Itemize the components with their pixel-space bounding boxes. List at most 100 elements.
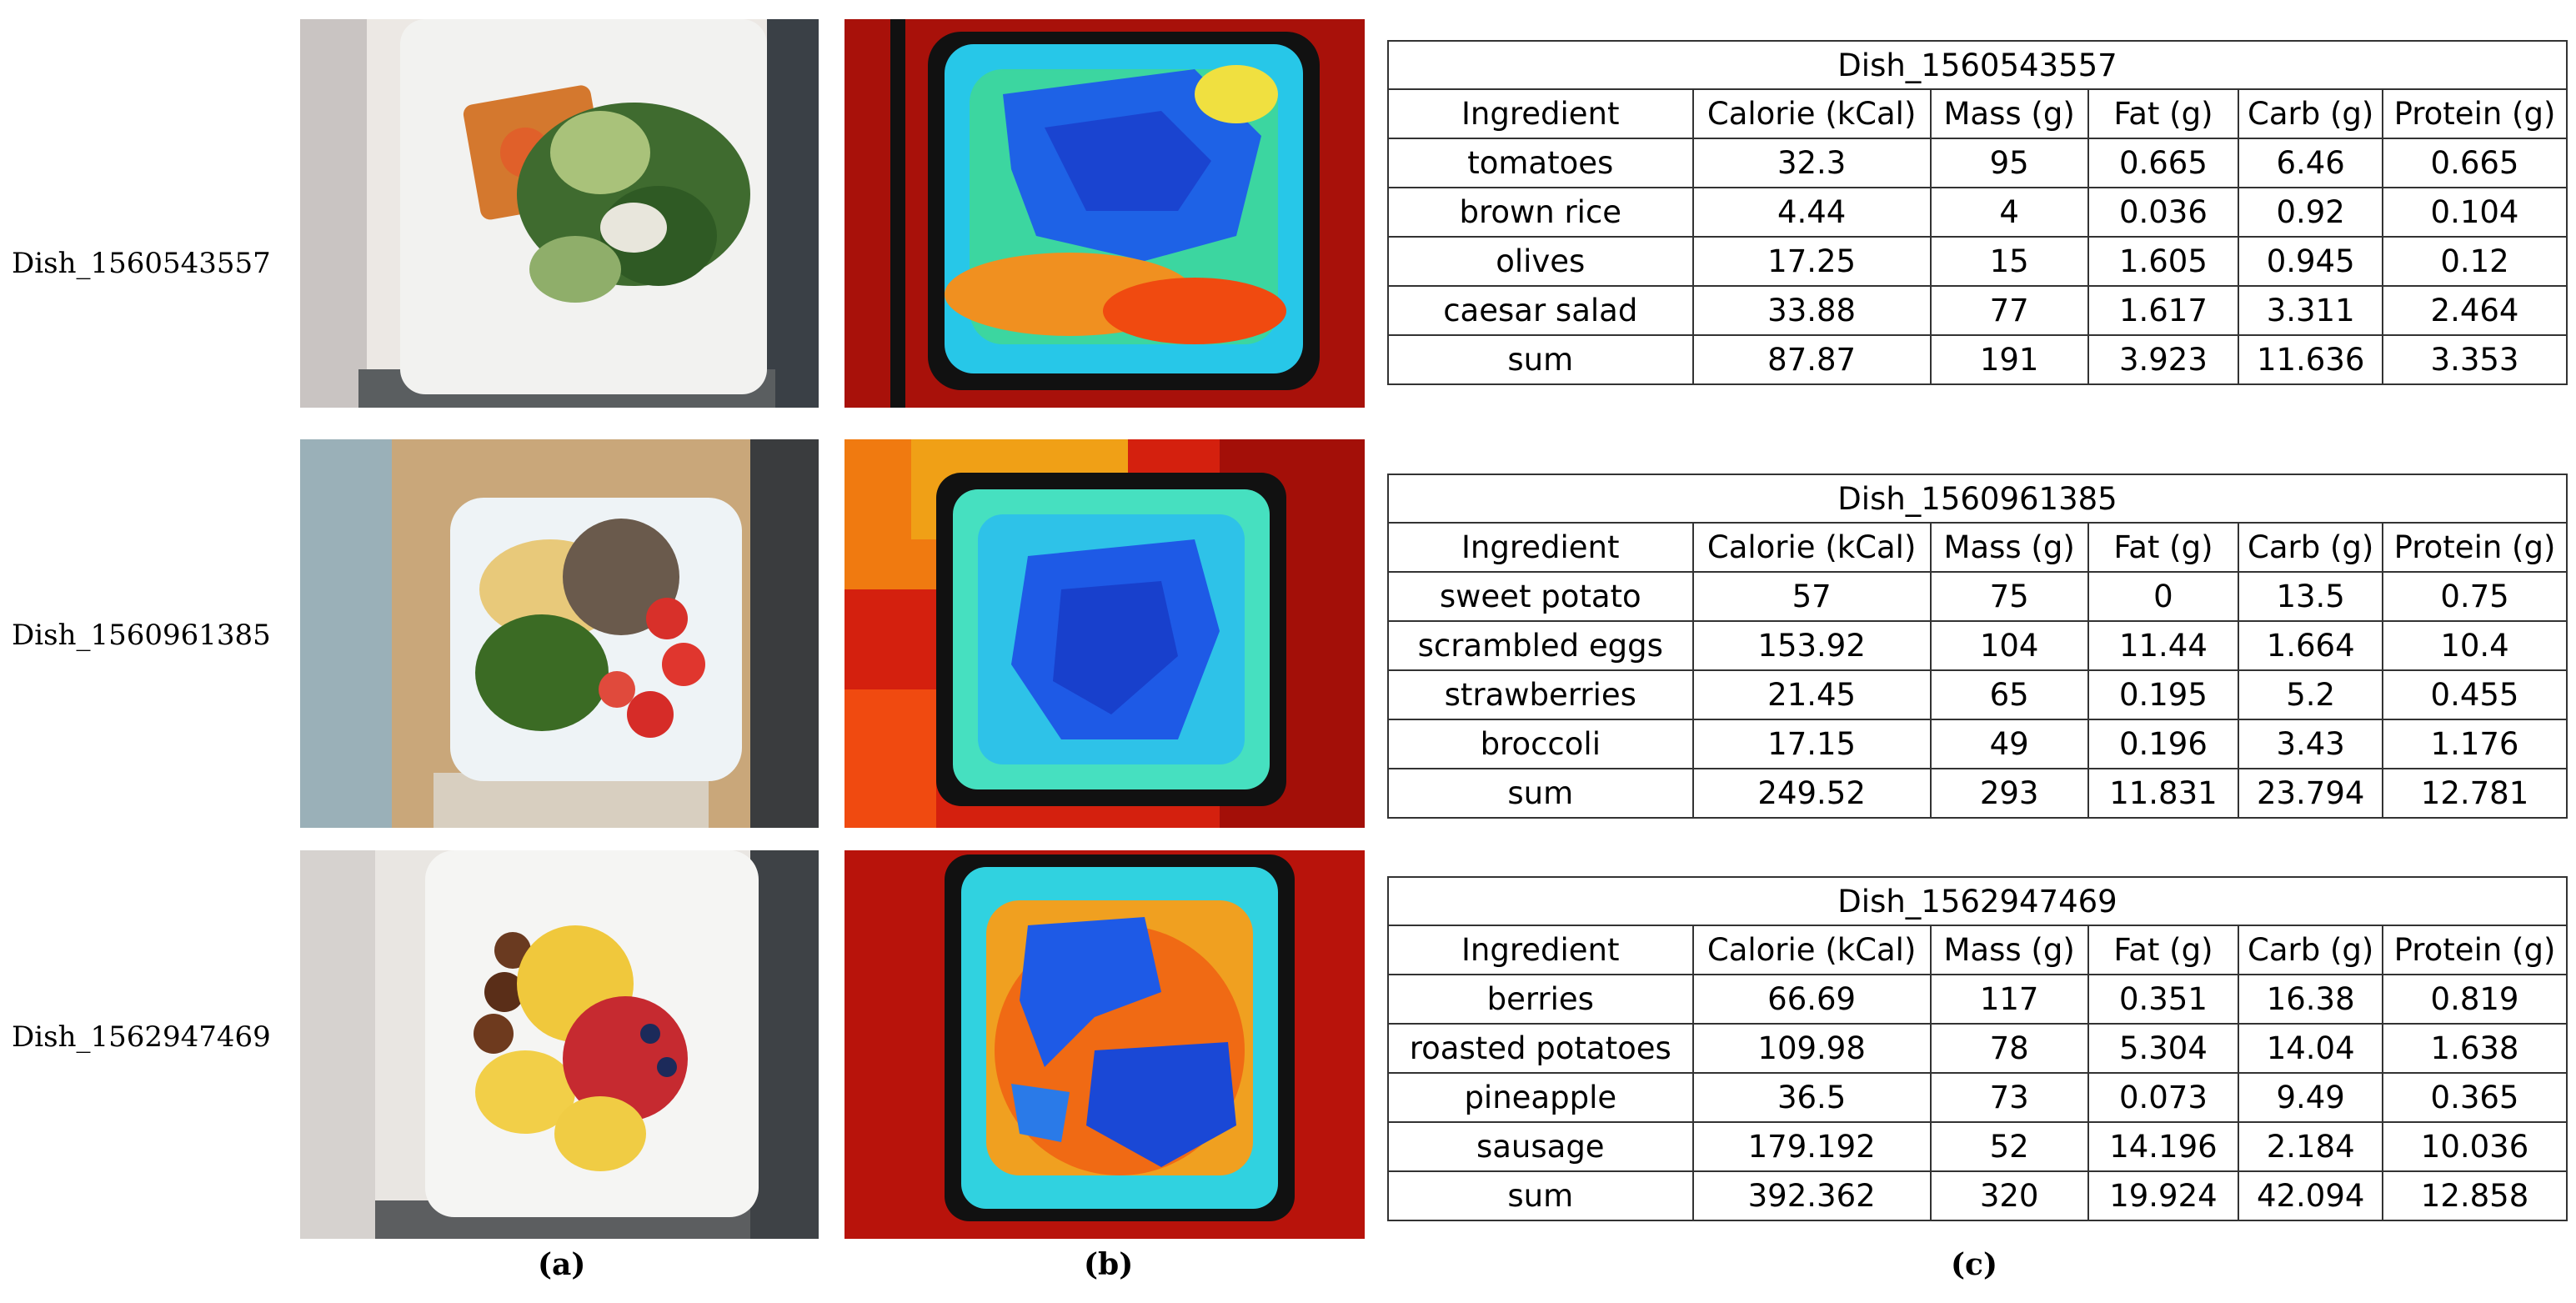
col-header-carb: Carb (g)	[2238, 88, 2384, 139]
cell: tomatoes	[1387, 138, 1694, 188]
table-row: strawberries 21.45 65 0.195 5.2 0.455	[1387, 669, 2568, 720]
table-title-2: Dish_1560961385	[1387, 474, 2568, 524]
cell: 249.52	[1691, 768, 1932, 819]
cell: 73	[1929, 1072, 2089, 1123]
cell: berries	[1387, 974, 1694, 1025]
cell: 0.75	[2382, 571, 2568, 622]
cell: 16.38	[2238, 974, 2384, 1025]
col-header-fat: Fat (g)	[2087, 925, 2240, 975]
cell: 2.464	[2382, 285, 2568, 336]
cell: broccoli	[1387, 719, 1694, 769]
table-row: pineapple 36.5 73 0.073 9.49 0.365	[1387, 1072, 2568, 1123]
table-header-row: Ingredient Calorie (kCal) Mass (g) Fat (…	[1387, 522, 2568, 573]
col-header-protein: Protein (g)	[2382, 88, 2568, 139]
dish-label-3: Dish_1562947469	[12, 1020, 271, 1054]
cell: sum	[1387, 1170, 1694, 1221]
cell: 11.831	[2087, 768, 2240, 819]
cell: 0.945	[2238, 236, 2384, 287]
cell: 13.5	[2238, 571, 2384, 622]
cell: 78	[1929, 1023, 2089, 1074]
caption-b: (b)	[1084, 1247, 1134, 1282]
table-row: broccoli 17.15 49 0.196 3.43 1.176	[1387, 719, 2568, 769]
cell: 87.87	[1691, 334, 1932, 385]
cell: 0.455	[2382, 669, 2568, 720]
cell: 153.92	[1691, 620, 1932, 671]
cell: 10.036	[2382, 1121, 2568, 1172]
cell: 0.036	[2087, 187, 2240, 238]
cell: strawberries	[1387, 669, 1694, 720]
dish-photo-2	[300, 439, 819, 828]
cell: 57	[1691, 571, 1932, 622]
cell: 3.923	[2087, 334, 2240, 385]
cell: 179.192	[1691, 1121, 1932, 1172]
cell: olives	[1387, 236, 1694, 287]
cell: 0.665	[2382, 138, 2568, 188]
table-row: berries 66.69 117 0.351 16.38 0.819	[1387, 974, 2568, 1025]
cell: 15	[1929, 236, 2089, 287]
table-row: tomatoes 32.3 95 0.665 6.46 0.665	[1387, 138, 2568, 188]
col-header-mass: Mass (g)	[1929, 88, 2089, 139]
nutrition-table-3: Dish_1562947469 Ingredient Calorie (kCal…	[1387, 876, 2568, 1221]
cell: 117	[1929, 974, 2089, 1025]
caption-c: (c)	[1951, 1247, 1997, 1282]
cell: scrambled eggs	[1387, 620, 1694, 671]
cell: 2.184	[2238, 1121, 2384, 1172]
table-sum-row: sum 392.362 320 19.924 42.094 12.858	[1387, 1170, 2568, 1221]
col-header-protein: Protein (g)	[2382, 522, 2568, 573]
cell: 66.69	[1691, 974, 1932, 1025]
dish-photo-3	[300, 850, 819, 1239]
cell: 11.44	[2087, 620, 2240, 671]
col-header-mass: Mass (g)	[1929, 522, 2089, 573]
cell: 0.365	[2382, 1072, 2568, 1123]
cell: sausage	[1387, 1121, 1694, 1172]
cell: 5.304	[2087, 1023, 2240, 1074]
cell: 65	[1929, 669, 2089, 720]
cell: 0.104	[2382, 187, 2568, 238]
depth-map-1	[844, 19, 1365, 408]
cell: 0.819	[2382, 974, 2568, 1025]
cell: 23.794	[2238, 768, 2384, 819]
cell: 17.25	[1691, 236, 1932, 287]
dish-photo-1	[300, 19, 819, 408]
table-row: brown rice 4.44 4 0.036 0.92 0.104	[1387, 187, 2568, 238]
table-title-1: Dish_1560543557	[1387, 40, 2568, 90]
cell: 95	[1929, 138, 2089, 188]
col-header-calorie: Calorie (kCal)	[1691, 925, 1932, 975]
col-header-fat: Fat (g)	[2087, 522, 2240, 573]
col-header-carb: Carb (g)	[2238, 925, 2384, 975]
table-row: scrambled eggs 153.92 104 11.44 1.664 10.4	[1387, 620, 2568, 671]
table-row: roasted potatoes 109.98 78 5.304 14.04 1.638	[1387, 1023, 2568, 1074]
cell: 5.2	[2238, 669, 2384, 720]
cell: 14.04	[2238, 1023, 2384, 1074]
table-sum-row: sum 87.87 191 3.923 11.636 3.353	[1387, 334, 2568, 385]
cell: 320	[1929, 1170, 2089, 1221]
cell: pineapple	[1387, 1072, 1694, 1123]
cell: 77	[1929, 285, 2089, 336]
table-row: caesar salad 33.88 77 1.617 3.311 2.464	[1387, 285, 2568, 336]
cell: sum	[1387, 334, 1694, 385]
cell: 10.4	[2382, 620, 2568, 671]
cell: brown rice	[1387, 187, 1694, 238]
cell: 42.094	[2238, 1170, 2384, 1221]
cell: 0	[2087, 571, 2240, 622]
cell: 392.362	[1691, 1170, 1932, 1221]
cell: sweet potato	[1387, 571, 1694, 622]
cell: 4	[1929, 187, 2089, 238]
cell: 0.351	[2087, 974, 2240, 1025]
cell: 109.98	[1691, 1023, 1932, 1074]
nutrition-table-1: Dish_1560543557 Ingredient Calorie (kCal…	[1387, 40, 2568, 385]
col-header-calorie: Calorie (kCal)	[1691, 522, 1932, 573]
col-header-mass: Mass (g)	[1929, 925, 2089, 975]
table-sum-row: sum 249.52 293 11.831 23.794 12.781	[1387, 768, 2568, 819]
col-header-calorie: Calorie (kCal)	[1691, 88, 1932, 139]
col-header-ingredient: Ingredient	[1387, 522, 1694, 573]
cell: 33.88	[1691, 285, 1932, 336]
cell: 3.353	[2382, 334, 2568, 385]
cell: 36.5	[1691, 1072, 1932, 1123]
cell: 0.12	[2382, 236, 2568, 287]
cell: 0.92	[2238, 187, 2384, 238]
cell: 293	[1929, 768, 2089, 819]
cell: 12.858	[2382, 1170, 2568, 1221]
cell: 1.176	[2382, 719, 2568, 769]
cell: 52	[1929, 1121, 2089, 1172]
